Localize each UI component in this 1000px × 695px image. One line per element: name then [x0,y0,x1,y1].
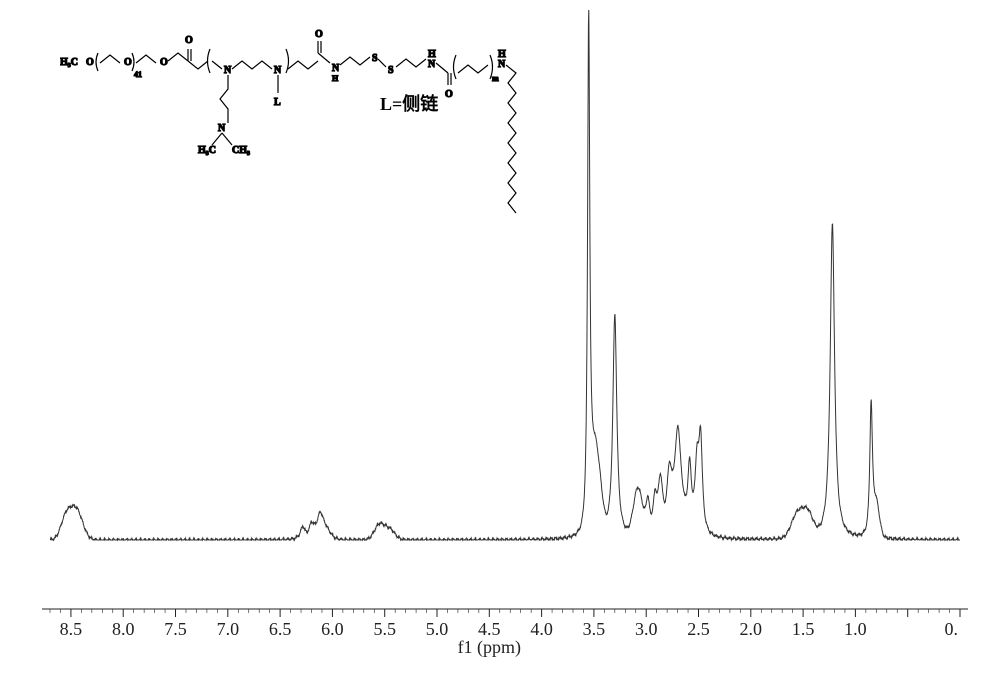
lbl-l: L [274,97,281,108]
lbl-o-4: O [185,35,193,46]
svg-text:4.5: 4.5 [478,619,501,639]
lbl-n-1: N [224,65,232,76]
lbl-sub-41: 41 [134,70,142,79]
lbl-h3c-left: H₃C [60,57,78,68]
svg-text:1.5: 1.5 [792,619,815,639]
svg-text:1.0: 1.0 [844,619,867,639]
svg-text:2.0: 2.0 [740,619,763,639]
side-chain-label: L=侧链 [380,90,438,116]
chemical-structure: H₃C O O 41 O O N N H₃C CH₃ N L [60,25,620,250]
lbl-o-1: O [86,57,94,68]
svg-text:7.5: 7.5 [164,619,187,639]
lbl-n-2: N [218,123,226,134]
svg-text:6.0: 6.0 [321,619,344,639]
lbl-o-5: O [315,29,323,40]
lbl-h3c-bottom: H₃C [198,145,216,156]
svg-text:6.5: 6.5 [269,619,292,639]
lbl-o-3: O [160,57,168,68]
lbl-o-2: O [124,57,132,68]
svg-text:8.0: 8.0 [112,619,134,639]
lbl-ch3-bottom: CH₃ [232,145,250,156]
x-axis: 8.5 8.0 7.5 7.0 6.5 6.0 5.5 5.0 4.5 4.0 3.5 3.0 2.5 2… [20,595,980,665]
lbl-n-5: N [428,59,436,70]
lbl-n-6: N [498,59,506,70]
svg-text:7.0: 7.0 [217,619,240,639]
lbl-s-1: S [372,53,378,64]
svg-text:8.5: 8.5 [60,619,83,639]
svg-text:0.: 0. [945,619,959,639]
svg-text:2.5: 2.5 [687,619,710,639]
lbl-h-1: H [332,74,339,83]
svg-text:5.0: 5.0 [426,619,449,639]
svg-text:3.5: 3.5 [583,619,606,639]
svg-text:5.5: 5.5 [373,619,396,639]
svg-text:3.0: 3.0 [635,619,658,639]
lbl-s-2: S [388,65,394,76]
lbl-n-3: N [274,65,282,76]
lbl-sub-m: m [492,74,499,83]
svg-text:4.0: 4.0 [530,619,553,639]
axis-title: f1 (ppm) [458,637,521,658]
lbl-n-4: N [332,63,340,74]
lbl-o-6: O [445,89,453,100]
